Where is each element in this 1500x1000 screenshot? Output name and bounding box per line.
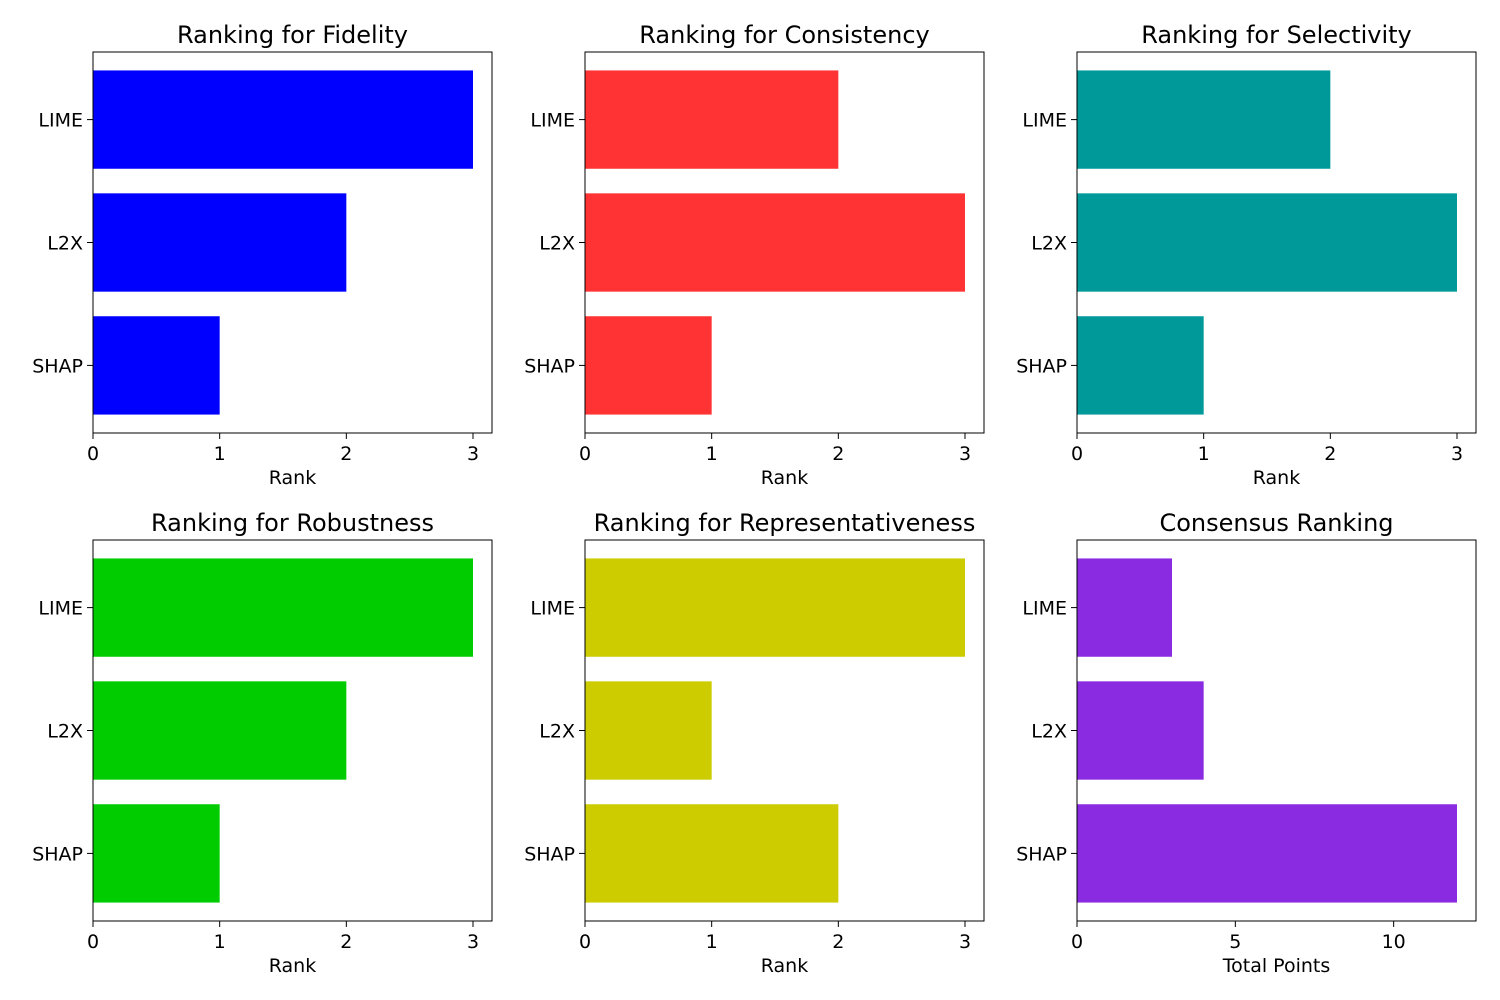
bar-lime (93, 558, 473, 657)
chart-panel-1: LIME L2X SHAP 0 1 2 3 Ranking for Fidelity Rank (32, 21, 493, 489)
chart-panel-2: LIME L2X SHAP 0 1 2 3 Ranking for Consistency Ra… (524, 21, 985, 489)
plot-frame (92, 539, 493, 922)
chart-title: Ranking for Fidelity (177, 21, 408, 49)
y-tick-label: LIME (1022, 598, 1067, 620)
bar-lime (585, 558, 965, 657)
y-tick-label: L2X (47, 233, 83, 255)
y-tick-label: LIME (38, 598, 83, 620)
bar-lime (1077, 70, 1331, 169)
y-tick-label: L2X (1031, 233, 1067, 255)
x-axis-label: Rank (761, 955, 808, 977)
bar-shap (585, 316, 712, 415)
chart-panel-5: LIME L2X SHAP 0 1 2 3 Ranking for Representativ… (524, 509, 985, 977)
x-tick-label: 1 (706, 443, 718, 465)
bar-l2x (1077, 193, 1457, 292)
bar-l2x (585, 193, 965, 292)
chart-title: Ranking for Consistency (639, 21, 929, 49)
x-tick-label: 5 (1229, 931, 1241, 953)
y-tick-label: SHAP (32, 843, 83, 865)
x-tick-label: 0 (1071, 931, 1083, 953)
x-tick-label: 0 (87, 931, 99, 953)
x-tick-label: 2 (832, 931, 844, 953)
y-tick-label: LIME (530, 598, 575, 620)
bar-shap (93, 804, 220, 903)
plot-frame (584, 539, 985, 922)
y-tick-label: SHAP (524, 355, 575, 377)
y-tick-label: L2X (539, 233, 575, 255)
y-tick-label: L2X (47, 721, 83, 743)
bar-lime (585, 70, 839, 169)
plot-frame (1076, 539, 1477, 922)
y-tick-label: SHAP (1016, 355, 1067, 377)
bar-l2x (1077, 681, 1204, 780)
x-tick-label: 1 (214, 931, 226, 953)
x-tick-label: 3 (467, 443, 479, 465)
x-axis-label: Total Points (1222, 955, 1331, 977)
x-tick-label: 2 (340, 443, 352, 465)
y-tick-label: SHAP (1016, 843, 1067, 865)
plot-frame (1076, 51, 1477, 434)
x-tick-label: 3 (959, 931, 971, 953)
x-tick-label: 1 (214, 443, 226, 465)
y-tick-label: LIME (38, 110, 83, 132)
x-tick-label: 0 (579, 931, 591, 953)
bar-shap (1077, 316, 1204, 415)
bar-shap (93, 316, 220, 415)
y-tick-label: SHAP (524, 843, 575, 865)
x-axis-label: Rank (1253, 467, 1300, 489)
chart-title: Ranking for Robustness (151, 509, 434, 537)
plot-frame (92, 51, 493, 434)
x-tick-label: 10 (1382, 931, 1406, 953)
chart-panel-4: LIME L2X SHAP 0 1 2 3 Ranking for Robustness Ran… (32, 509, 493, 977)
bar-l2x (93, 193, 347, 292)
bar-shap (585, 804, 839, 903)
chart-title: Ranking for Representativeness (594, 509, 976, 537)
chart-title: Ranking for Selectivity (1141, 21, 1412, 49)
plot-frame (584, 51, 985, 434)
x-axis-label: Rank (761, 467, 808, 489)
y-tick-label: LIME (1022, 110, 1067, 132)
bar-lime (1077, 558, 1172, 657)
x-tick-label: 3 (467, 931, 479, 953)
x-tick-label: 0 (579, 443, 591, 465)
y-tick-label: L2X (539, 721, 575, 743)
x-tick-label: 1 (1198, 443, 1210, 465)
bar-shap (1077, 804, 1457, 903)
x-axis-label: Rank (269, 955, 316, 977)
chart-panel-6: LIME L2X SHAP 0 5 10 Consensus Ranking Total Po… (1016, 509, 1477, 977)
y-tick-label: L2X (1031, 721, 1067, 743)
bar-lime (93, 70, 473, 169)
bar-l2x (93, 681, 347, 780)
x-tick-label: 1 (706, 931, 718, 953)
y-tick-label: LIME (530, 110, 575, 132)
x-tick-label: 2 (340, 931, 352, 953)
x-tick-label: 0 (87, 443, 99, 465)
y-tick-label: SHAP (32, 355, 83, 377)
chart-panel-3: LIME L2X SHAP 0 1 2 3 Ranking for Selectivity Ra… (1016, 21, 1477, 489)
x-tick-label: 2 (832, 443, 844, 465)
x-tick-label: 3 (1451, 443, 1463, 465)
bar-l2x (585, 681, 712, 780)
x-axis-label: Rank (269, 467, 316, 489)
x-tick-label: 3 (959, 443, 971, 465)
chart-title: Consensus Ranking (1159, 509, 1393, 537)
x-tick-label: 0 (1071, 443, 1083, 465)
x-tick-label: 2 (1324, 443, 1336, 465)
